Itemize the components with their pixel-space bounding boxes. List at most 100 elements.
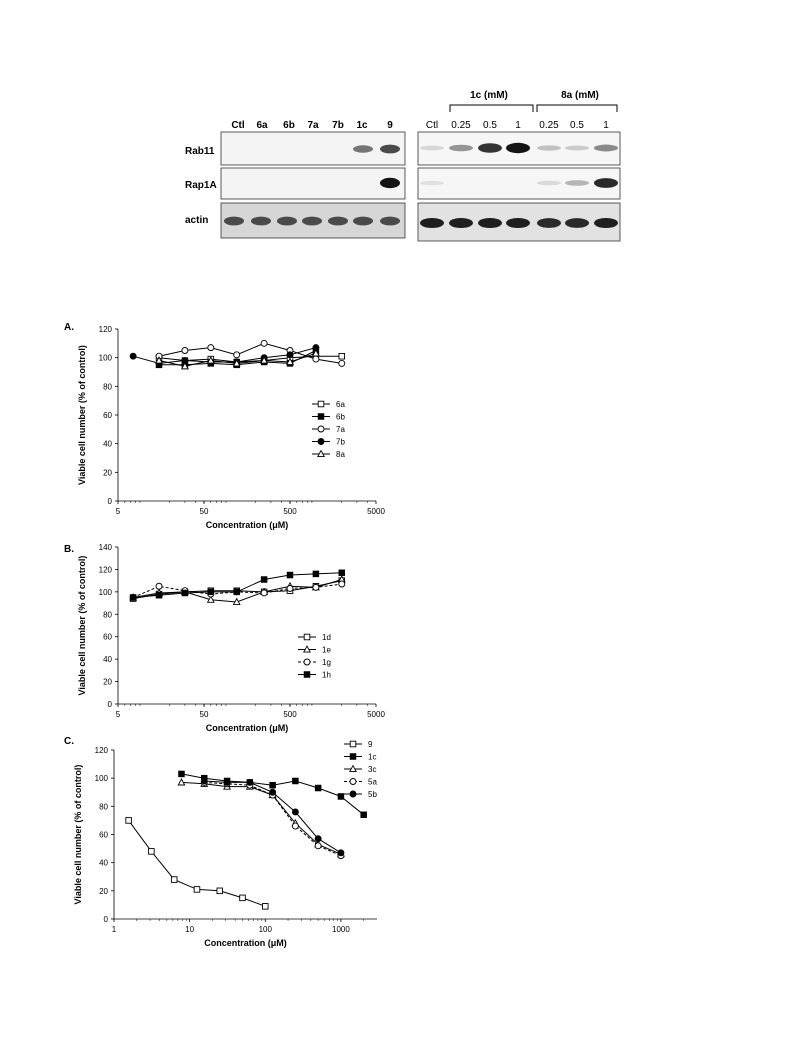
data-point bbox=[317, 400, 325, 408]
x-tick-label: 100 bbox=[259, 925, 273, 934]
data-point bbox=[338, 352, 346, 360]
series-9 bbox=[125, 817, 269, 910]
blot-band bbox=[506, 142, 530, 154]
data-point bbox=[314, 835, 322, 843]
data-point bbox=[349, 753, 357, 760]
data-point bbox=[312, 583, 320, 591]
data-point bbox=[155, 582, 163, 590]
x-tick-label: 500 bbox=[283, 507, 297, 516]
data-point bbox=[239, 894, 246, 902]
blot-band bbox=[594, 178, 618, 188]
legend-label: 6a bbox=[336, 400, 345, 409]
x-tick-label: 50 bbox=[200, 507, 209, 516]
x-tick-label: 50 bbox=[200, 710, 209, 719]
y-tick-label: 20 bbox=[99, 887, 108, 896]
blot-band bbox=[224, 216, 244, 226]
blot-band bbox=[420, 217, 444, 229]
data-point bbox=[129, 594, 137, 601]
blot-band bbox=[537, 145, 561, 151]
blot-band bbox=[353, 216, 373, 226]
blot-right-lane-label: 0.5 bbox=[483, 120, 497, 131]
data-point bbox=[260, 589, 268, 597]
data-point bbox=[260, 356, 269, 364]
blot-left-lane-label: 6a bbox=[256, 120, 268, 131]
legend-entry: 9 bbox=[344, 740, 373, 749]
data-point bbox=[303, 633, 311, 641]
data-point bbox=[292, 777, 299, 785]
data-point bbox=[233, 351, 241, 359]
blot-row-label-rab11: Rab11 bbox=[185, 146, 215, 157]
x-tick-label: 10 bbox=[185, 925, 194, 934]
panel-letter: A. bbox=[64, 322, 74, 333]
legend-label: 7a bbox=[336, 425, 345, 434]
legend-label: 9 bbox=[368, 740, 373, 749]
blot-band bbox=[277, 216, 297, 226]
data-point bbox=[207, 588, 215, 596]
blot-band bbox=[449, 217, 473, 229]
y-tick-label: 100 bbox=[99, 588, 113, 597]
data-point bbox=[349, 790, 357, 798]
blot-strip-rap1a bbox=[220, 167, 406, 200]
data-point bbox=[312, 570, 320, 578]
y-tick-label: 120 bbox=[99, 325, 113, 334]
blot-left-lane-label: 9 bbox=[387, 120, 393, 131]
x-tick-label: 5000 bbox=[367, 710, 385, 719]
data-point bbox=[125, 817, 132, 824]
data-point bbox=[180, 361, 189, 370]
legend-entry: 5b bbox=[344, 790, 377, 799]
y-tick-label: 0 bbox=[108, 700, 113, 709]
data-point bbox=[269, 781, 276, 789]
y-tick-label: 120 bbox=[95, 746, 109, 755]
y-tick-label: 40 bbox=[103, 440, 112, 449]
legend-label: 8a bbox=[336, 450, 345, 459]
x-axis-title: Concentration (μM) bbox=[206, 723, 289, 733]
data-point bbox=[260, 576, 268, 583]
y-tick-label: 0 bbox=[104, 915, 109, 924]
blot-band bbox=[420, 180, 444, 186]
blot-right-lane-label: Ctl bbox=[426, 120, 438, 131]
y-tick-label: 60 bbox=[103, 633, 112, 642]
y-tick-label: 0 bbox=[108, 497, 113, 506]
data-point bbox=[262, 903, 269, 910]
x-axis-title: Concentration (μM) bbox=[204, 938, 287, 948]
blot-band bbox=[449, 144, 473, 152]
blot-band bbox=[380, 144, 400, 154]
data-point bbox=[338, 580, 346, 588]
blot-band bbox=[537, 180, 561, 186]
legend-label: 1h bbox=[322, 671, 331, 680]
blot-band bbox=[420, 145, 444, 151]
data-point bbox=[177, 778, 186, 786]
legend-entry: 1d bbox=[298, 633, 331, 642]
series-line bbox=[181, 781, 342, 855]
data-point bbox=[223, 778, 231, 786]
series-line bbox=[128, 820, 266, 907]
legend-label: 5a bbox=[368, 778, 377, 787]
legend-entry: 1g bbox=[298, 658, 331, 667]
data-point bbox=[349, 778, 357, 785]
legend-label: 1e bbox=[322, 646, 331, 655]
blot-right: 1c (mM) 8a (mM) Ctl 0.25 0.5 1 0.25 0.5 … bbox=[417, 90, 621, 242]
data-point bbox=[311, 349, 320, 357]
data-point bbox=[269, 788, 277, 796]
y-tick-label: 120 bbox=[99, 565, 113, 574]
data-point bbox=[206, 595, 215, 603]
y-tick-label: 40 bbox=[99, 859, 108, 868]
legend-label: 1c bbox=[368, 753, 376, 762]
blot-strip-rap1a-right bbox=[417, 167, 621, 200]
blot-band bbox=[565, 145, 589, 151]
legend-entry: 3c bbox=[344, 764, 376, 774]
blot-band bbox=[380, 177, 400, 189]
data-point bbox=[148, 848, 155, 855]
blot-band bbox=[478, 217, 502, 229]
x-tick-label: 1 bbox=[112, 925, 117, 934]
legend-entry: 1e bbox=[298, 645, 331, 655]
data-point bbox=[178, 770, 185, 778]
y-tick-label: 80 bbox=[103, 382, 112, 391]
blot-band bbox=[328, 216, 348, 226]
data-point bbox=[232, 359, 241, 367]
data-point bbox=[360, 811, 367, 819]
blot-strip-rab11 bbox=[220, 131, 406, 166]
data-point bbox=[181, 589, 189, 597]
